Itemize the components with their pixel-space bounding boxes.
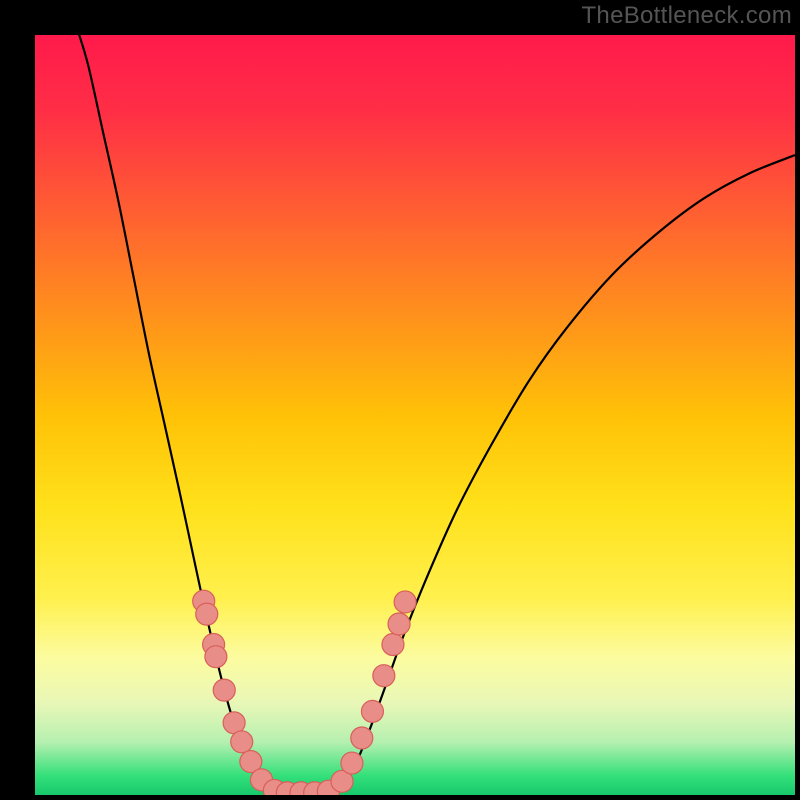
data-point-marker	[341, 752, 363, 774]
bottleneck-curve	[77, 35, 795, 793]
data-point-marker	[213, 679, 235, 701]
data-point-marker	[388, 613, 410, 635]
data-point-marker	[373, 665, 395, 687]
data-point-marker	[382, 634, 404, 656]
watermark-label: TheBottleneck.com	[581, 2, 792, 30]
chart-frame: TheBottleneck.com	[0, 0, 800, 800]
data-point-marker	[231, 731, 253, 753]
data-point-marker	[351, 727, 373, 749]
plot-area	[35, 35, 795, 795]
curve-overlay	[35, 35, 795, 795]
data-point-marker	[394, 591, 416, 613]
data-point-marker	[361, 700, 383, 722]
data-point-marker	[205, 646, 227, 668]
data-point-marker	[196, 603, 218, 625]
